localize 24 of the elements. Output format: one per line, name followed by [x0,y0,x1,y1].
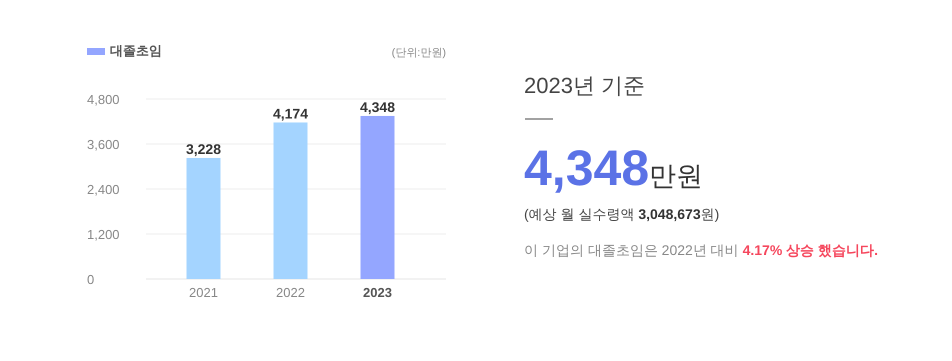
text: 이 기업의 대졸초임은 2022년 대비 [524,242,743,258]
x-tick-label: 2023 [363,285,392,300]
text: 4.17% 상승 했습니다. [742,242,878,258]
text: 4,348 [524,140,650,196]
y-tick-label: 1,200 [87,227,120,242]
data-label: 4,174 [272,105,308,122]
bar [274,122,308,279]
text: 원) [700,206,720,222]
x-tick-label: 2022 [276,285,305,300]
text: (단위:만원) [392,47,446,59]
data-label: 4,348 [360,98,396,115]
text: (예상 월 실수령액 [524,206,638,222]
y-tick-label: 0 [87,272,94,287]
text: 3,048,673 [638,206,701,222]
bar [360,116,394,279]
y-tick-label: 2,400 [87,182,120,197]
bar [186,158,220,279]
legend-label: 대졸초임 [110,43,162,58]
text: 2023년 기준 [524,73,646,98]
data-label: 3,228 [186,140,222,157]
text: 만원 [649,161,704,191]
y-tick-label: 3,600 [87,137,120,152]
x-tick-label: 2021 [189,285,218,300]
y-tick-label: 4,800 [87,92,120,107]
